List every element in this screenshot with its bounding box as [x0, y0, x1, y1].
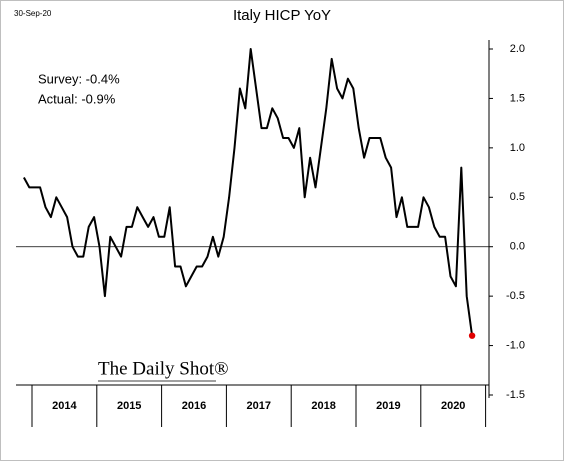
y-tick-label: 0.0 — [510, 241, 525, 253]
last-point — [468, 332, 476, 339]
chart-title: Italy HICP YoY — [233, 7, 331, 24]
y-tick-label: -0.5 — [506, 290, 525, 302]
y-tick-label: 1.0 — [510, 142, 525, 154]
y-tick-label: 1.5 — [510, 92, 525, 104]
line-series — [23, 48, 474, 336]
annotation: Survey: -0.4% — [38, 71, 120, 86]
y-tick-label: -1.5 — [506, 389, 525, 401]
y-tick-label: 0.5 — [510, 191, 525, 203]
x-tick-label: 2019 — [376, 400, 400, 412]
x-tick-label: 2018 — [311, 400, 335, 412]
y-tick-label: 2.0 — [510, 43, 525, 55]
x-tick-label: 2017 — [247, 400, 271, 412]
y-tick-label: -1.0 — [506, 339, 525, 351]
x-tick-label: 2014 — [52, 400, 77, 412]
x-tick-label: 2016 — [182, 400, 206, 412]
x-tick-label: 2015 — [117, 400, 141, 412]
x-tick-label: 2020 — [441, 400, 465, 412]
logo: The Daily Shot® — [98, 358, 229, 379]
annotation: Actual: -0.9% — [38, 91, 116, 106]
date-stamp: 30-Sep-20 — [14, 9, 52, 18]
